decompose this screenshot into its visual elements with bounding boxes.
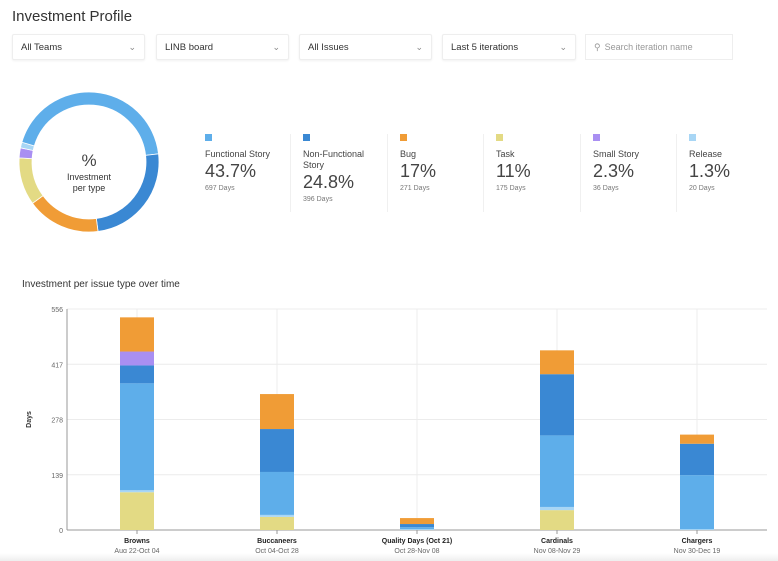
donut-center-label: Investment per type	[66, 172, 112, 193]
legend-percent: 43.7%	[205, 161, 257, 181]
team-filter-value: All Teams	[21, 41, 63, 53]
bar-segment-functional-story	[260, 471, 294, 515]
donut-slice-functional-story[interactable]	[21, 91, 159, 156]
legend-name: Release	[689, 149, 723, 159]
legend-item-small-story: Small Story 2.3% 36 Days	[580, 134, 673, 212]
chevron-down-icon: ⌄	[415, 41, 423, 52]
legend-swatch	[205, 134, 212, 141]
legend-name: Bug	[400, 149, 417, 159]
iterations-filter-value: Last 5 iterations	[451, 41, 519, 53]
search-iteration-input[interactable]: ⚲ Search iteration name	[585, 34, 733, 60]
y-tick-label: 0	[59, 528, 63, 535]
bar-segment-non-functional-story	[680, 443, 714, 476]
chevron-down-icon: ⌄	[272, 41, 280, 52]
bar-segment-bug	[120, 317, 154, 352]
x-category-label: Buccaneers	[257, 538, 297, 545]
legend-percent: 24.8%	[303, 172, 355, 192]
issues-filter-value: All Issues	[308, 41, 349, 53]
legend-name: Non-Functional Story	[303, 149, 365, 170]
legend-swatch	[400, 134, 407, 141]
bar-segment-bug	[260, 394, 294, 430]
bar-segment-release	[540, 506, 574, 511]
iterations-filter-dropdown[interactable]: Last 5 iterations ⌄	[442, 34, 576, 60]
bar-segment-bug	[540, 350, 574, 375]
section-title: Investment per issue type over time	[22, 279, 180, 290]
bar-segment-functional-story	[120, 383, 154, 491]
chevron-down-icon: ⌄	[559, 41, 567, 52]
bottom-edge	[0, 553, 778, 561]
bar-segment-release	[400, 529, 434, 530]
y-tick-label: 139	[51, 473, 63, 480]
legend-item-non-functional-story: Non-Functional Story 24.8% 396 Days	[290, 134, 383, 212]
bar-segment-bug	[680, 434, 714, 444]
legend-percent: 17%	[400, 161, 437, 181]
legend-days: 175 Days	[496, 185, 526, 192]
legend-days: 271 Days	[400, 185, 430, 192]
donut-slice-task[interactable]	[18, 157, 44, 204]
x-date-range-label: Aug 22-Oct 04	[114, 548, 159, 555]
legend-item-task: Task 11% 175 Days	[483, 134, 576, 212]
bar-segment-small-story	[120, 351, 154, 366]
x-date-range-label: Nov 30-Dec 19	[674, 548, 721, 555]
y-tick-label: 278	[51, 418, 63, 425]
board-filter-value: LINB board	[165, 41, 214, 53]
bar-segment-functional-story	[540, 435, 574, 507]
bar-segment-non-functional-story	[540, 374, 574, 436]
x-category-label: Quality Days (Oct 21)	[382, 538, 452, 545]
legend-item-functional-story: Functional Story 43.7% 697 Days	[193, 134, 285, 212]
x-date-range-label: Oct 28-Nov 08	[394, 548, 439, 555]
search-placeholder: Search iteration name	[604, 42, 693, 52]
investment-over-time-chart: 0 139 278 417 556 Days Browns Aug 22-Oct 04 Bucc…	[26, 307, 767, 555]
x-category-label: Browns	[124, 538, 150, 545]
bar-segment-non-functional-story	[120, 365, 154, 384]
chevron-down-icon: ⌄	[128, 41, 136, 52]
legend-swatch	[689, 134, 696, 141]
legend-swatch	[593, 134, 600, 141]
search-icon: ⚲	[594, 41, 601, 52]
bar-segment-non-functional-story	[400, 524, 434, 528]
bar-segment-release	[120, 490, 154, 493]
donut-slice-release[interactable]	[19, 141, 35, 151]
board-filter-dropdown[interactable]: LINB board ⌄	[156, 34, 289, 60]
legend-percent: 2.3%	[593, 161, 635, 181]
legend-days: 396 Days	[303, 196, 333, 203]
bar-segment-functional-story	[400, 527, 434, 530]
bar-segment-functional-story	[680, 475, 714, 530]
y-tick-label: 556	[51, 307, 63, 314]
legend-percent: 11%	[496, 161, 531, 181]
legend-days: 20 Days	[689, 185, 715, 192]
legend-swatch	[303, 134, 310, 141]
bar-segment-task	[260, 516, 294, 530]
legend-days: 36 Days	[593, 185, 619, 192]
bar-segment-task	[120, 492, 154, 530]
y-tick-label: 417	[51, 362, 63, 369]
legend-days: 697 Days	[205, 185, 235, 192]
issues-filter-dropdown[interactable]: All Issues ⌄	[299, 34, 432, 60]
legend-percent: 1.3%	[689, 161, 731, 181]
legend-name: Functional Story	[205, 149, 271, 159]
x-date-range-label: Oct 04-Oct 28	[255, 548, 299, 555]
donut-percent-symbol: %	[81, 151, 96, 170]
bar-segment-bug	[400, 518, 434, 525]
investment-donut-chart: % Investment per type	[18, 91, 160, 233]
x-category-label: Chargers	[682, 538, 713, 545]
page-title: Investment Profile	[12, 8, 133, 25]
legend-swatch	[496, 134, 503, 141]
legend-name: Task	[496, 149, 515, 159]
bar-segment-release	[260, 514, 294, 517]
y-axis-label: Days	[26, 411, 33, 428]
bar-segment-task	[540, 510, 574, 530]
legend-item-release: Release 1.3% 20 Days	[676, 134, 769, 212]
legend-name: Small Story	[593, 149, 640, 159]
team-filter-dropdown[interactable]: All Teams ⌄	[12, 34, 145, 60]
x-date-range-label: Nov 08-Nov 29	[534, 548, 581, 555]
x-category-label: Cardinals	[541, 538, 573, 545]
bar-segment-release	[680, 529, 714, 530]
legend-item-bug: Bug 17% 271 Days	[387, 134, 480, 212]
bar-segment-non-functional-story	[260, 429, 294, 472]
